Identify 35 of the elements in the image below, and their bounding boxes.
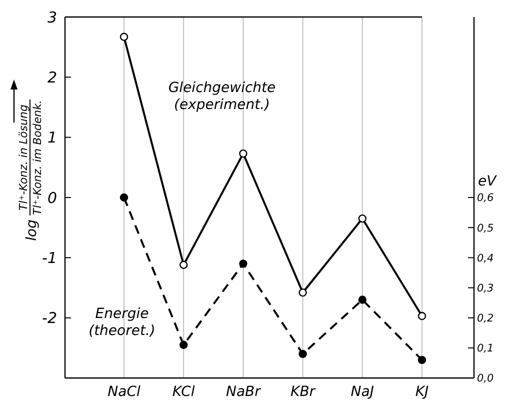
point xyxy=(180,340,188,350)
x-tick-label: NaCl xyxy=(108,384,140,400)
y2-tick-label: 0,6 xyxy=(477,192,494,204)
y2-tick-label: 0,4 xyxy=(477,252,494,264)
point xyxy=(239,149,248,158)
y2-tick-label: 0,1 xyxy=(477,342,494,355)
x-tick-label: KBr xyxy=(290,384,316,400)
point xyxy=(298,288,307,297)
y-tick-label: -1 xyxy=(42,248,57,267)
series-label: Gleichgewichte (experiment.) xyxy=(168,80,276,113)
point xyxy=(418,356,426,364)
series-label: Energie (theoret.) xyxy=(88,306,156,339)
point xyxy=(358,214,366,223)
point xyxy=(418,312,426,320)
x-tick-label: NaBr xyxy=(226,384,262,400)
point xyxy=(180,260,188,269)
point xyxy=(239,260,248,268)
y-tick-label: 2 xyxy=(47,68,57,86)
y2-tick-label: 0,0 xyxy=(477,372,494,385)
x-tick-label: KJ xyxy=(415,384,429,400)
y-tick-label: 1 xyxy=(47,128,57,147)
y2-tick-label: 0,5 xyxy=(477,222,494,234)
point xyxy=(120,193,128,202)
y-tick-label: -2 xyxy=(42,309,57,328)
x-tick-label: NaJ xyxy=(350,384,374,400)
point xyxy=(358,296,366,304)
y2-axis-title: eV xyxy=(478,174,498,190)
y-axis-title: log Tl⁺-Konz. in Lösung Tl⁺-Konz. im Bodenk. xyxy=(17,100,44,241)
y-tick-label: 0 xyxy=(47,188,57,207)
y2-tick-label: 0,3 xyxy=(477,282,494,294)
y-tick-label: 3 xyxy=(47,8,57,26)
point xyxy=(120,32,128,41)
x-tick-label: KCl xyxy=(172,384,195,400)
y2-tick-label: 0,2 xyxy=(477,312,494,325)
point xyxy=(298,350,307,358)
